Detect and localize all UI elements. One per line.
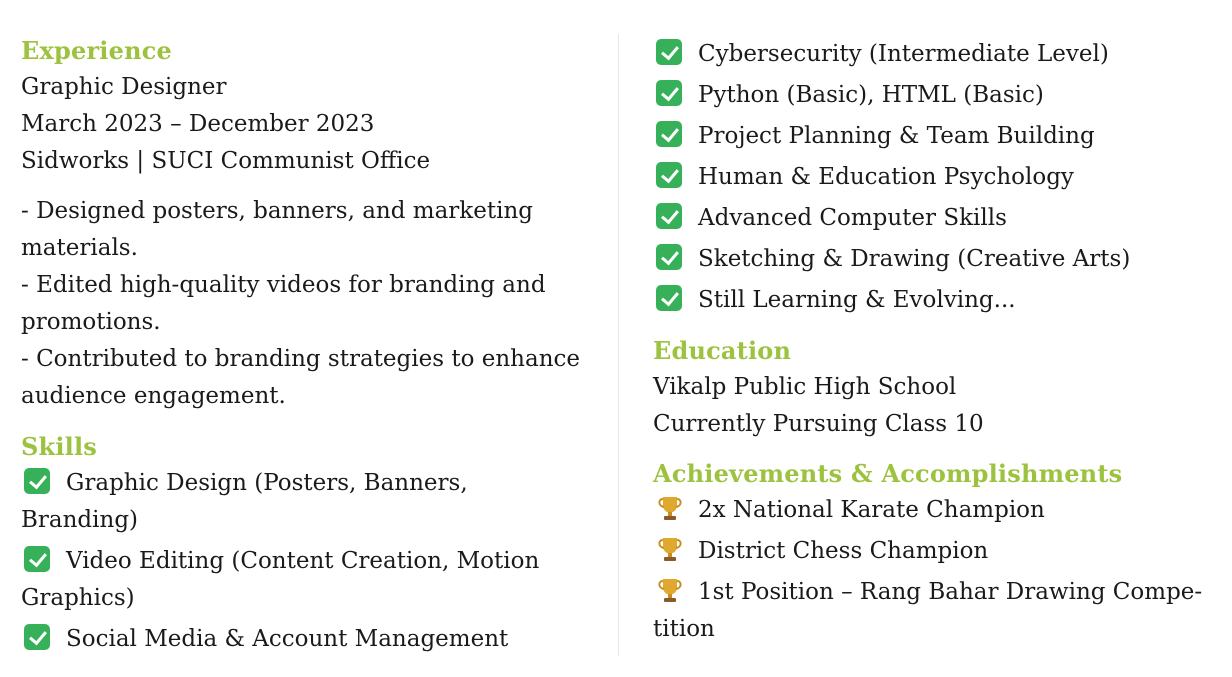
- skill-item: Video Editing (Content Creation, Motion …: [21, 543, 581, 617]
- achievements-heading: Achievements & Accomplishments: [653, 459, 1123, 488]
- skill-item: Project Planning & Team Building: [653, 118, 1223, 155]
- achievement-item: 1st Position – Rang Bahar Drawing Compe-…: [653, 574, 1223, 648]
- education-heading: Education: [653, 336, 792, 365]
- check-mark-button-icon: [24, 468, 50, 494]
- skill-label: Social Media & Account Management: [66, 626, 509, 652]
- skill-item: Cybersecurity (Intermediate Level): [653, 36, 1223, 73]
- skill-item: Sketching & Drawing (Creative Arts): [653, 241, 1223, 278]
- skill-item: Human & Education Psychology: [653, 159, 1223, 196]
- skill-label: Sketching & Drawing (Creative Arts): [698, 246, 1131, 272]
- school-name: Vikalp Public High School: [653, 374, 957, 400]
- achievement-item: 2x National Karate Champion: [653, 492, 1223, 529]
- check-mark-button-icon: [656, 203, 682, 229]
- check-mark-button-icon: [656, 121, 682, 147]
- skill-item: Advanced Computer Skills: [653, 200, 1223, 237]
- check-mark-button-icon: [656, 285, 682, 311]
- skill-label: Cybersecurity (Intermediate Level): [698, 41, 1109, 67]
- left-column: Experience Graphic Designer March 2023 –…: [21, 32, 581, 662]
- education-status: Currently Pursuing Class 10: [653, 411, 984, 437]
- experience-bullet: - Contributed to branding strategies to …: [21, 346, 580, 409]
- column-divider: [618, 34, 619, 656]
- achievement-label: 1st Position – Rang Bahar Drawing Compe-…: [653, 579, 1203, 642]
- job-organization: Sidworks | SUCI Communist Office: [21, 148, 431, 174]
- check-mark-button-icon: [656, 39, 682, 65]
- skill-label: Video Editing (Content Creation, Motion …: [21, 548, 540, 611]
- job-title: Graphic Designer: [21, 74, 227, 100]
- skill-label: Still Learning & Evolving...: [698, 287, 1016, 313]
- skill-label: Advanced Computer Skills: [698, 205, 1007, 231]
- skill-label: Human & Education Psychology: [698, 164, 1074, 190]
- check-mark-button-icon: [656, 80, 682, 106]
- right-column: Cybersecurity (Intermediate Level) Pytho…: [653, 36, 1223, 652]
- skill-item: Graphic Design (Posters, Banners, Brandi…: [21, 465, 581, 539]
- achievement-label: District Chess Champion: [698, 538, 989, 564]
- skill-label: Python (Basic), HTML (Basic): [698, 82, 1044, 108]
- experience-bullet: - Designed posters, banners, and marketi…: [21, 198, 533, 261]
- skills-heading: Skills: [21, 432, 98, 461]
- skill-item: Python (Basic), HTML (Basic): [653, 77, 1223, 114]
- skill-item: Social Media & Account Management: [21, 621, 581, 658]
- achievement-item: District Chess Champion: [653, 533, 1223, 570]
- experience-bullet: - Edited high-quality videos for brandin…: [21, 272, 546, 335]
- achievement-label: 2x National Karate Champion: [698, 497, 1045, 523]
- trophy-icon: [656, 576, 684, 604]
- check-mark-button-icon: [656, 244, 682, 270]
- check-mark-button-icon: [656, 162, 682, 188]
- job-dates: March 2023 – December 2023: [21, 111, 375, 137]
- check-mark-button-icon: [24, 546, 50, 572]
- trophy-icon: [656, 494, 684, 522]
- skill-item: Still Learning & Evolving...: [653, 282, 1223, 319]
- experience-heading: Experience: [21, 36, 173, 65]
- trophy-icon: [656, 535, 684, 563]
- skill-label: Project Planning & Team Building: [698, 123, 1095, 149]
- skill-label: Graphic Design (Posters, Banners, Brandi…: [21, 470, 468, 533]
- check-mark-button-icon: [24, 624, 50, 650]
